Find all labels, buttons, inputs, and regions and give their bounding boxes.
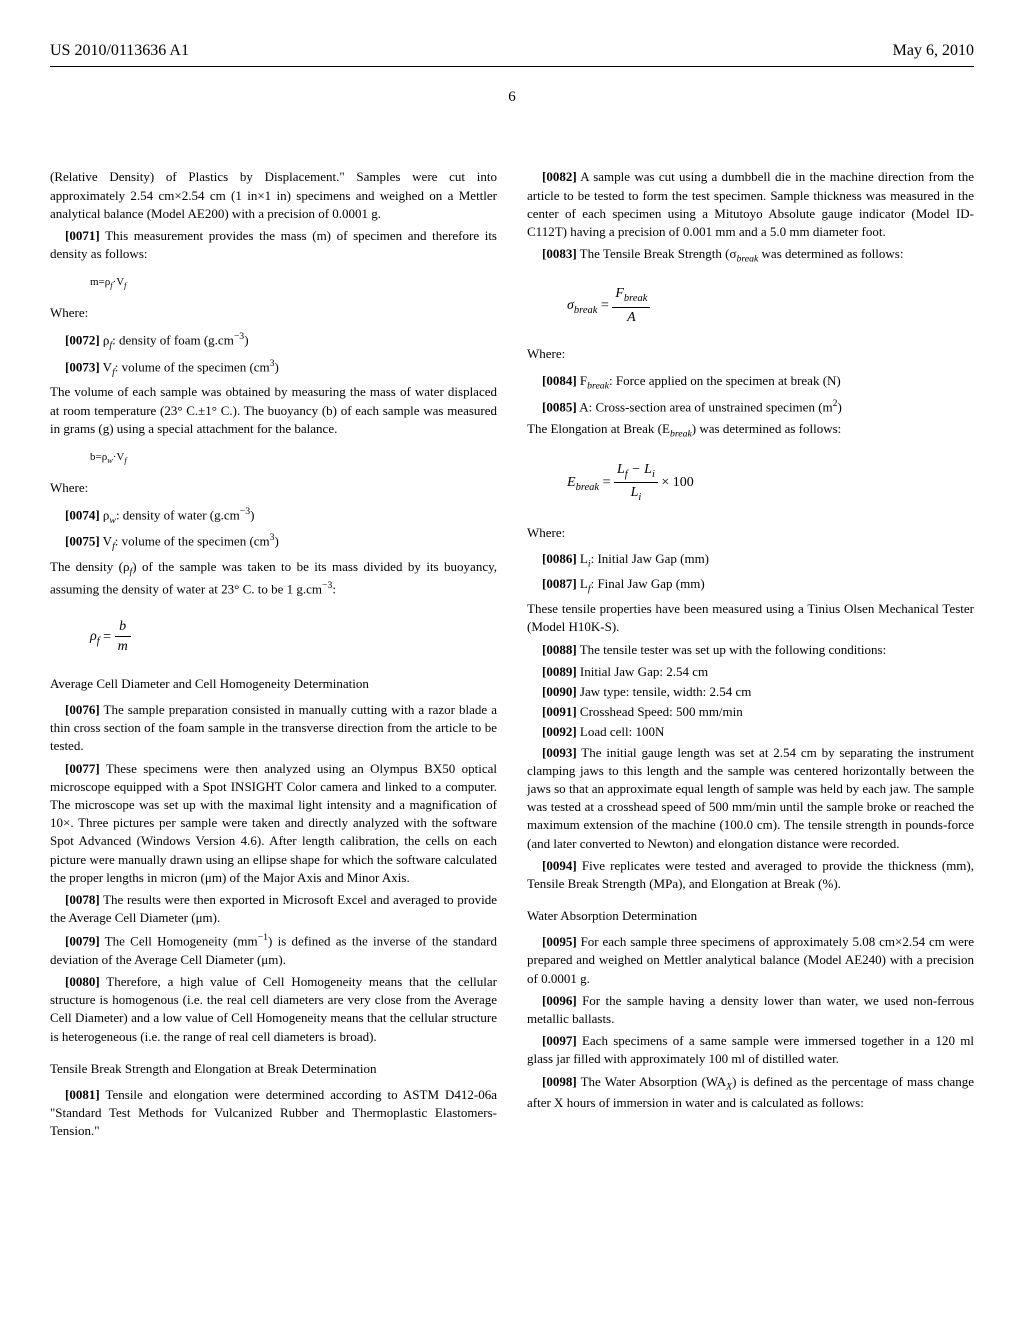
para-num: [0094] [542,858,577,873]
para-num: [0083] [542,246,577,261]
para-num: [0098] [542,1074,577,1089]
paragraph: [0084] Fbreak: Force applied on the spec… [527,372,974,393]
paragraph: [0086] Li: Initial Jaw Gap (mm) [527,550,974,571]
para-num: [0076] [65,702,100,717]
para-num: [0078] [65,892,100,907]
para-num: [0084] [542,373,577,388]
section-heading: Tensile Break Strength and Elongation at… [50,1060,497,1078]
formula: b=ρw·Vf [90,450,497,467]
paragraph: [0081] Tensile and elongation were deter… [50,1086,497,1141]
left-column: (Relative Density) of Plastics by Displa… [50,168,497,1144]
para-num: [0074] [65,507,100,522]
paragraph: [0074] ρw: density of water (g.cm−3) [50,505,497,528]
para-num: [0080] [65,974,100,989]
para-text: The results were then exported in Micros… [50,892,497,925]
paragraph: The density (ρf) of the sample was taken… [50,558,497,599]
paragraph: [0095] For each sample three specimens o… [527,933,974,988]
para-text: The tensile tester was set up with the f… [580,642,887,657]
where-label: Where: [527,524,974,542]
para-num: [0073] [65,359,100,374]
para-num: [0089] [542,664,577,679]
para-text: Load cell: 100N [580,724,664,739]
para-text: These specimens were then analyzed using… [50,761,497,885]
paragraph: [0096] For the sample having a density l… [527,992,974,1028]
paragraph: [0076] The sample preparation consisted … [50,701,497,756]
paragraph: [0072] ρf: density of foam (g.cm−3) [50,330,497,353]
paragraph: [0082] A sample was cut using a dumbbell… [527,168,974,241]
para-num: [0087] [542,576,577,591]
page-header: US 2010/0113636 A1 May 6, 2010 [50,40,974,67]
para-num: [0096] [542,993,577,1008]
formula: Ebreak = Lf − LiLi × 100 [567,460,974,506]
content-columns: (Relative Density) of Plastics by Displa… [50,168,974,1144]
publication-date: May 6, 2010 [893,40,974,62]
paragraph: [0088] The tensile tester was set up wit… [527,641,974,659]
para-num: [0071] [65,228,100,243]
para-text: The sample preparation consisted in manu… [50,702,497,753]
para-text: Tensile and elongation were determined a… [50,1087,497,1138]
para-num: [0079] [65,934,100,949]
para-text: Five replicates were tested and averaged… [527,858,974,891]
paragraph: [0077] These specimens were then analyze… [50,760,497,887]
where-label: Where: [50,304,497,322]
para-text: This measurement provides the mass (m) o… [50,228,497,261]
list-item: [0092] Load cell: 100N [527,723,974,741]
list-item: [0090] Jaw type: tensile, width: 2.54 cm [527,683,974,701]
para-num: [0097] [542,1033,577,1048]
right-column: [0082] A sample was cut using a dumbbell… [527,168,974,1144]
para-num: [0091] [542,704,577,719]
section-heading: Average Cell Diameter and Cell Homogenei… [50,675,497,693]
para-num: [0085] [542,399,577,414]
para-text: Initial Jaw Gap: 2.54 cm [580,664,708,679]
paragraph: The volume of each sample was obtained b… [50,383,497,438]
paragraph: (Relative Density) of Plastics by Displa… [50,168,497,223]
para-num: [0095] [542,934,577,949]
paragraph: [0083] The Tensile Break Strength (σbrea… [527,245,974,266]
paragraph: [0093] The initial gauge length was set … [527,744,974,853]
para-num: [0077] [65,761,100,776]
paragraph: [0080] Therefore, a high value of Cell H… [50,973,497,1046]
paragraph: These tensile properties have been measu… [527,600,974,636]
section-heading: Water Absorption Determination [527,907,974,925]
para-num: [0072] [65,333,100,348]
paragraph: [0087] Lf: Final Jaw Gap (mm) [527,575,974,596]
paragraph: [0094] Five replicates were tested and a… [527,857,974,893]
para-num: [0093] [542,745,577,760]
paragraph: [0085] A: Cross-section area of unstrain… [527,397,974,417]
para-num: [0092] [542,724,577,739]
para-num: [0081] [65,1087,100,1102]
para-text: The initial gauge length was set at 2.54… [527,745,974,851]
list-item: [0089] Initial Jaw Gap: 2.54 cm [527,663,974,681]
where-label: Where: [50,479,497,497]
paragraph: [0073] Vf: volume of the specimen (cm3) [50,357,497,380]
para-text: Therefore, a high value of Cell Homogene… [50,974,497,1044]
para-text: For each sample three specimens of appro… [527,934,974,985]
paragraph: [0071] This measurement provides the mas… [50,227,497,263]
paragraph: [0078] The results were then exported in… [50,891,497,927]
paragraph: [0098] The Water Absorption (WAX) is def… [527,1073,974,1112]
formula: ρf = bm [90,617,497,657]
para-text: Each specimens of a same sample were imm… [527,1033,974,1066]
formula: σbreak = FbreakA [567,284,974,327]
page-number: 6 [50,87,974,108]
paragraph: [0075] Vf: volume of the specimen (cm3) [50,531,497,554]
para-num: [0075] [65,534,100,549]
paragraph: [0097] Each specimens of a same sample w… [527,1032,974,1068]
para-num: [0090] [542,684,577,699]
paragraph: The Elongation at Break (Ebreak) was det… [527,420,974,441]
para-text: For the sample having a density lower th… [527,993,974,1026]
publication-number: US 2010/0113636 A1 [50,40,189,62]
para-text: Crosshead Speed: 500 mm/min [580,704,743,719]
para-text: Jaw type: tensile, width: 2.54 cm [580,684,752,699]
para-num: [0082] [542,169,577,184]
where-label: Where: [527,345,974,363]
list-item: [0091] Crosshead Speed: 500 mm/min [527,703,974,721]
para-num: [0088] [542,642,577,657]
para-num: [0086] [542,551,577,566]
formula: m=ρf·Vf [90,275,497,292]
paragraph: [0079] The Cell Homogeneity (mm−1) is de… [50,931,497,969]
para-text: A sample was cut using a dumbbell die in… [527,169,974,239]
